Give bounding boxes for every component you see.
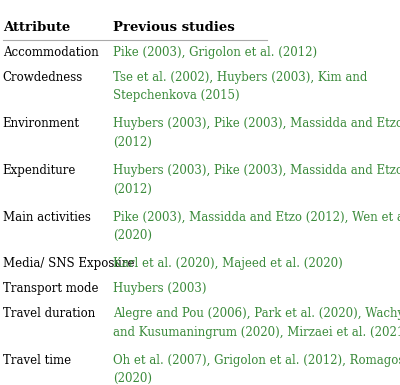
Text: Huybers (2003), Pike (2003), Massidda and Etzo
(2012): Huybers (2003), Pike (2003), Massidda an…: [113, 117, 400, 149]
Text: Pike (2003), Massidda and Etzo (2012), Wen et al.
(2020): Pike (2003), Massidda and Etzo (2012), W…: [113, 211, 400, 242]
Text: Transport mode: Transport mode: [3, 282, 98, 295]
Text: Previous studies: Previous studies: [113, 21, 235, 34]
Text: Travel duration: Travel duration: [3, 307, 95, 320]
Text: Expenditure: Expenditure: [3, 164, 76, 177]
Text: Main activities: Main activities: [3, 211, 90, 224]
Text: Pike (2003), Grigolon et al. (2012): Pike (2003), Grigolon et al. (2012): [113, 46, 318, 59]
Text: Huybers (2003): Huybers (2003): [113, 282, 207, 295]
Text: Crowdedness: Crowdedness: [3, 71, 83, 84]
Text: Karl et al. (2020), Majeed et al. (2020): Karl et al. (2020), Majeed et al. (2020): [113, 257, 343, 270]
Text: Accommodation: Accommodation: [3, 46, 98, 59]
Text: Huybers (2003), Pike (2003), Massidda and Etzo
(2012): Huybers (2003), Pike (2003), Massidda an…: [113, 164, 400, 196]
Text: Attribute: Attribute: [3, 21, 70, 34]
Text: Alegre and Pou (2006), Park et al. (2020), Wachyuni
and Kusumaningrum (2020), Mi: Alegre and Pou (2006), Park et al. (2020…: [113, 307, 400, 339]
Text: Environment: Environment: [3, 117, 80, 131]
Text: Travel time: Travel time: [3, 354, 71, 367]
Text: Media/ SNS Exposure: Media/ SNS Exposure: [3, 257, 134, 270]
Text: Tse et al. (2002), Huybers (2003), Kim and
Stepchenkova (2015): Tse et al. (2002), Huybers (2003), Kim a…: [113, 71, 368, 102]
Text: Oh et al. (2007), Grigolon et al. (2012), Romagosa
(2020): Oh et al. (2007), Grigolon et al. (2012)…: [113, 354, 400, 385]
